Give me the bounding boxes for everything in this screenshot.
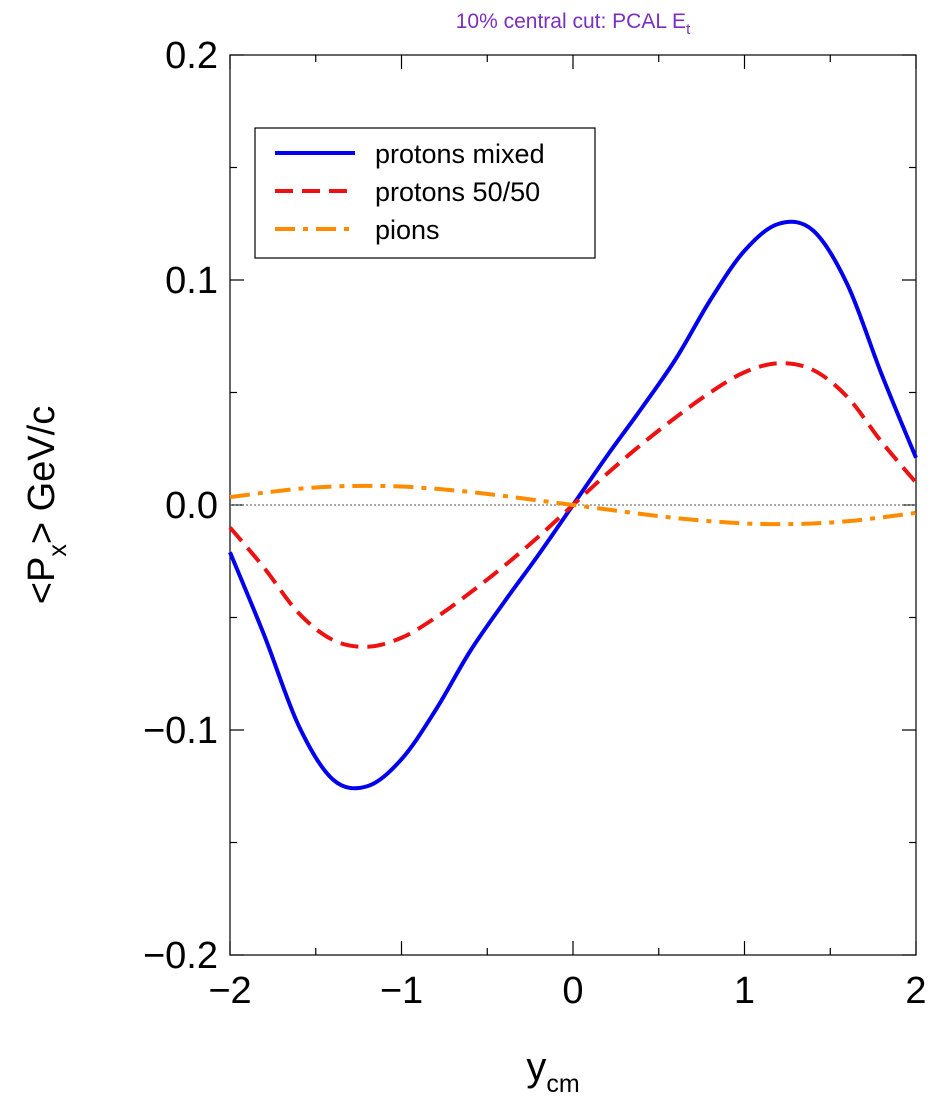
series-line-pions — [229, 483, 917, 527]
y-tick-label: 0.0 — [165, 485, 218, 527]
y-tick-label: −0.1 — [143, 710, 218, 752]
x-axis-title: ycm — [526, 1045, 579, 1098]
chart-title: 10% central cut: PCAL Et — [456, 10, 691, 38]
x-tick-label: −2 — [208, 970, 251, 1012]
legend-label: pions — [375, 215, 440, 245]
y-tick-label: −0.2 — [143, 935, 218, 977]
x-axis-ticks — [229, 55, 917, 955]
y-axis-title-open: <P — [21, 557, 63, 605]
legend-label: protons 50/50 — [375, 177, 540, 207]
y-axis-ticks — [230, 54, 916, 956]
y-axis-title: <Px> GeV/c — [21, 406, 72, 604]
y-axis-title-close: > GeV/c — [21, 406, 63, 544]
legend-items: protons mixed protons 50/50 pions — [275, 139, 545, 245]
x-axis-tick-labels: −2 −1 0 1 2 — [208, 970, 926, 1012]
y-axis-title-subscript: x — [44, 544, 72, 557]
x-tick-label: −1 — [380, 970, 423, 1012]
legend-label: protons mixed — [375, 139, 545, 169]
y-tick-label: 0.2 — [165, 35, 218, 77]
y-axis-tick-labels: −0.2 −0.1 0.0 0.1 0.2 — [143, 35, 218, 977]
x-axis-title-subscript: cm — [546, 1070, 579, 1098]
chart-title-main: 10% central cut: PCAL E — [456, 10, 686, 33]
x-tick-label: 2 — [905, 970, 926, 1012]
x-tick-label: 0 — [562, 970, 583, 1012]
chart-title-subscript: t — [686, 21, 691, 38]
y-tick-label: 0.1 — [165, 260, 218, 302]
x-axis-title-main: y — [526, 1045, 546, 1089]
series-group — [228, 219, 918, 791]
legend: protons mixed protons 50/50 pions — [254, 127, 596, 259]
x-tick-label: 1 — [734, 970, 755, 1012]
